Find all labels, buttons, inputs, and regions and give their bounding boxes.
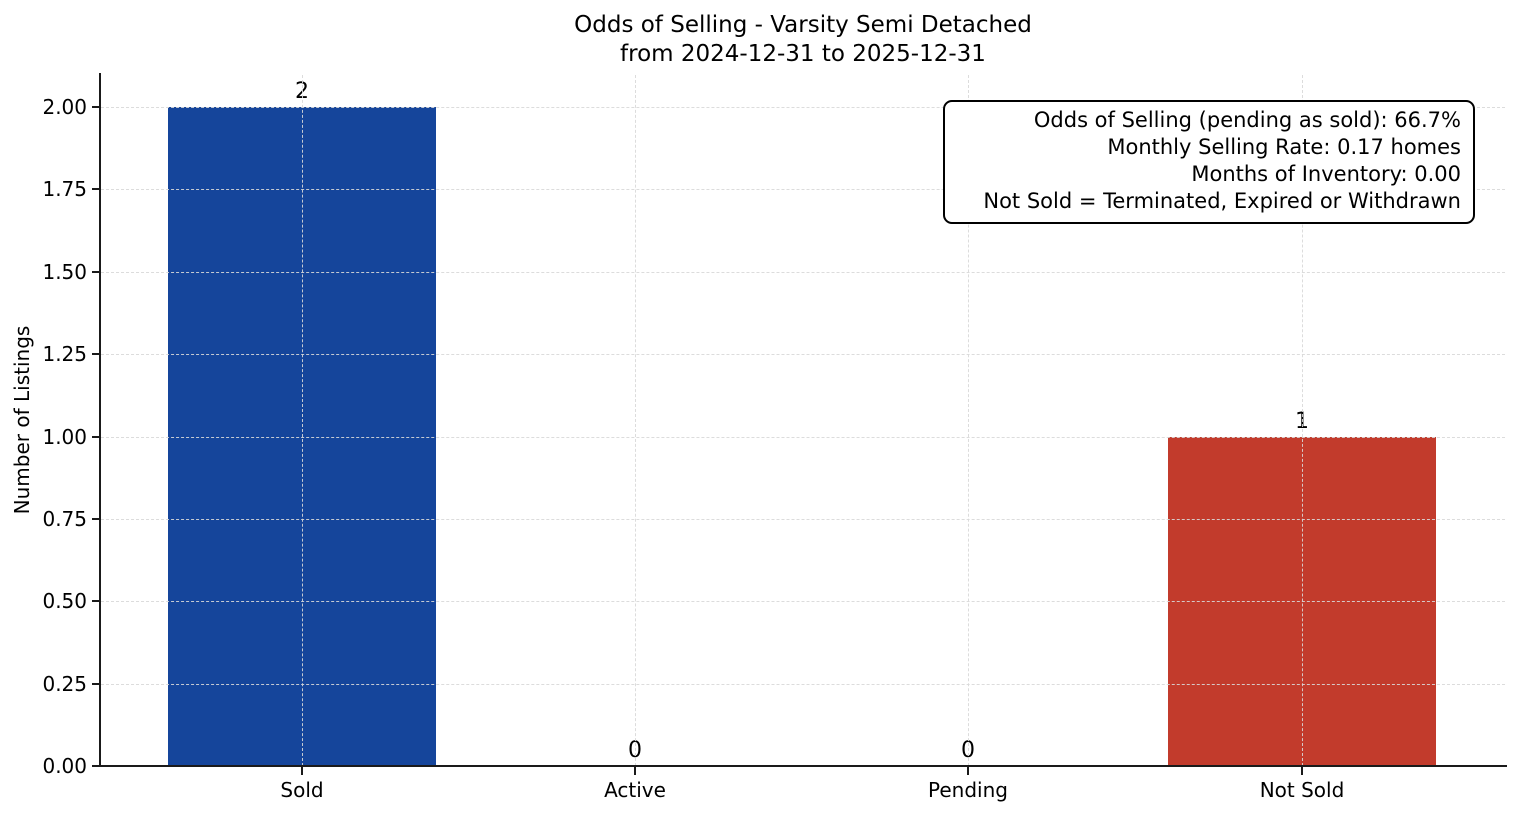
annotation-line-monthly-rate: Monthly Selling Rate: 0.17 homes (1107, 135, 1461, 159)
y-tick-label: 0.50 (42, 589, 87, 614)
y-tick (92, 600, 100, 603)
gridline-horizontal (101, 189, 1505, 191)
x-tick-label-not-sold: Not Sold (1259, 778, 1345, 802)
gridline-vertical (1302, 75, 1303, 766)
gridline-horizontal (101, 436, 1505, 438)
y-tick-label: 1.75 (42, 177, 87, 202)
y-tick-label: 0.00 (42, 754, 87, 778)
x-tick (301, 767, 303, 775)
x-tick (967, 767, 969, 775)
chart-title: Odds of Selling - Varsity Semi Detached (574, 12, 1032, 38)
y-tick (92, 765, 100, 767)
y-tick-label: 2.00 (42, 95, 87, 119)
y-tick-label: 1.25 (42, 342, 87, 367)
y-tick (92, 188, 100, 191)
gridline-horizontal (101, 518, 1505, 520)
y-tick (92, 270, 100, 273)
gridline-horizontal (101, 271, 1505, 273)
y-tick (92, 353, 100, 356)
gridline-horizontal (101, 601, 1505, 603)
gridline-horizontal (101, 354, 1505, 356)
x-axis-spine (99, 765, 1507, 767)
x-tick (634, 767, 636, 775)
gridline-horizontal (101, 683, 1505, 685)
gridline-vertical (635, 75, 636, 766)
gridline-vertical (968, 75, 969, 766)
y-tick-label: 1.50 (42, 259, 87, 284)
y-tick-label: 0.25 (42, 671, 87, 696)
chart-subtitle: from 2024-12-31 to 2025-12-31 (620, 41, 986, 67)
x-tick (1301, 767, 1303, 775)
y-tick (92, 435, 100, 438)
gridline-vertical (302, 75, 303, 766)
y-tick-label: 1.00 (42, 424, 87, 449)
y-tick (92, 682, 100, 685)
annotation-box: Odds of Selling (pending as sold): 66.7%… (943, 100, 1475, 224)
x-tick-label-sold: Sold (280, 778, 324, 802)
annotation-line-not-sold-note: Not Sold = Terminated, Expired or Withdr… (983, 189, 1461, 213)
gridline-horizontal (101, 107, 1505, 108)
x-tick-label-pending: Pending (928, 778, 1008, 802)
y-tick (92, 106, 100, 108)
y-axis-spine (99, 73, 101, 767)
annotation-line-odds: Odds of Selling (pending as sold): 66.7% (1033, 108, 1461, 132)
annotation-line-inventory: Months of Inventory: 0.00 (1191, 162, 1461, 186)
y-tick-label: 0.75 (42, 506, 87, 531)
y-tick (92, 517, 100, 520)
x-tick-label-active: Active (604, 778, 666, 802)
